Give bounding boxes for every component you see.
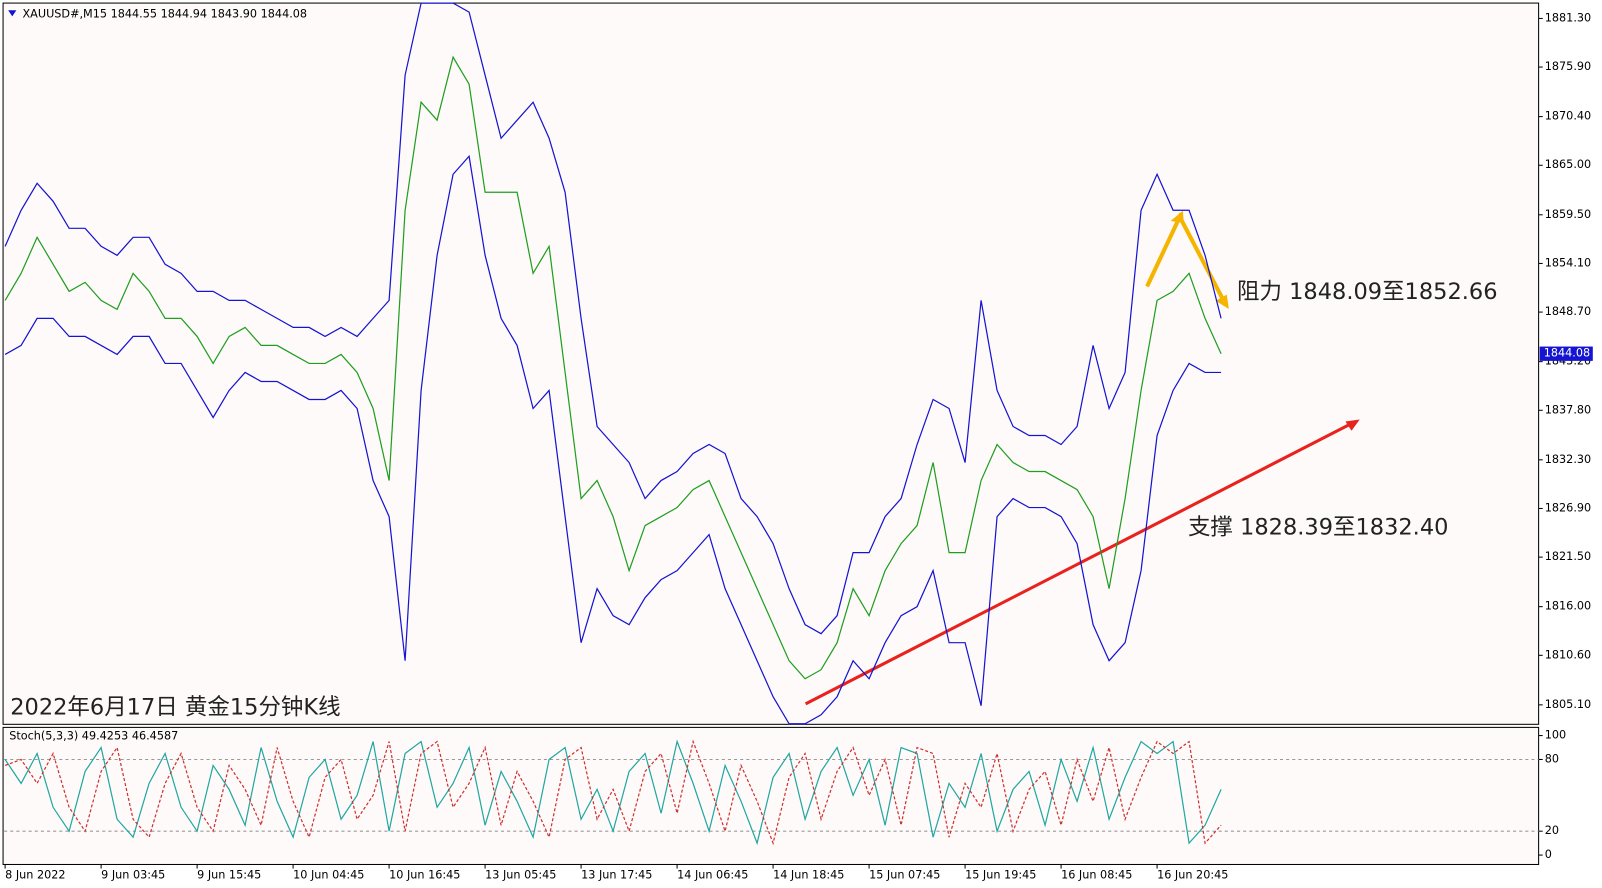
stoch-header: Stoch(5,3,3) 49.4253 46.4587 [9, 730, 178, 743]
series-line [4, 739, 1222, 846]
main-panel [2, 2, 1540, 725]
y-tick-label: 100 [1545, 729, 1566, 742]
x-tick-label: 9 Jun 03:45 [101, 869, 165, 882]
y-tick-label: 0 [1545, 848, 1552, 861]
y-tick-label: 1854.10 [1545, 256, 1591, 269]
y-tick-label: 1837.80 [1545, 403, 1591, 416]
series-line [4, 55, 1222, 680]
y-tick-label: 1816.00 [1545, 600, 1591, 613]
x-tick-label: 15 Jun 07:45 [869, 869, 940, 882]
arrow-head [1170, 210, 1184, 224]
y-tick-label: 1865.00 [1545, 158, 1591, 171]
x-tick-label: 14 Jun 06:45 [677, 869, 748, 882]
x-tick-label: 10 Jun 04:45 [293, 869, 364, 882]
series-line [4, 154, 1222, 725]
x-tick-label: 15 Jun 19:45 [965, 869, 1036, 882]
x-tick-label: 9 Jun 15:45 [197, 869, 261, 882]
x-tick-label: 8 Jun 2022 [5, 869, 65, 882]
y-tick-label: 1826.90 [1545, 501, 1591, 514]
y-tick-label: 1821.50 [1545, 550, 1591, 563]
y-tick-label: 20 [1545, 824, 1559, 837]
y-tick-label: 1810.60 [1545, 648, 1591, 661]
y-tick-label: 1805.10 [1545, 698, 1591, 711]
annotation: 支撑 1828.39至1832.40 [1188, 514, 1448, 540]
symbol-header: XAUUSD#,M15 1844.55 1844.94 1843.90 1844… [22, 7, 307, 20]
x-tick-label: 16 Jun 08:45 [1061, 869, 1132, 882]
stoch-panel [2, 726, 1540, 865]
x-tick-label: 16 Jun 20:45 [1157, 869, 1228, 882]
support-trend-arrow [804, 422, 1353, 706]
y-tick-label: 1881.30 [1545, 11, 1591, 24]
x-tick-label: 13 Jun 17:45 [581, 869, 652, 882]
y-tick-label: 1832.30 [1545, 453, 1591, 466]
x-tick-label: 10 Jun 16:45 [389, 869, 460, 882]
y-tick-label: 1875.90 [1545, 60, 1591, 73]
x-tick-label: 13 Jun 05:45 [485, 869, 556, 882]
x-tick-label: 14 Jun 18:45 [773, 869, 844, 882]
y-tick-label: 1848.70 [1545, 305, 1591, 318]
y-tick-label: 80 [1545, 752, 1559, 765]
y-tick-label: 1859.50 [1545, 208, 1591, 221]
menu-triangle[interactable] [8, 10, 17, 17]
last-price-label: 1844.08 [1544, 347, 1590, 360]
arrow-head [1345, 419, 1360, 431]
series-line [4, 2, 1222, 635]
annotation: 2022年6月17日 黄金15分钟K线 [10, 694, 340, 720]
series-line [4, 739, 1222, 846]
annotation: 阻力 1848.09至1852.66 [1237, 279, 1497, 305]
last-price-tag [1539, 346, 1593, 361]
arrow-head [1215, 294, 1229, 309]
y-tick-label: 1870.40 [1545, 110, 1591, 123]
